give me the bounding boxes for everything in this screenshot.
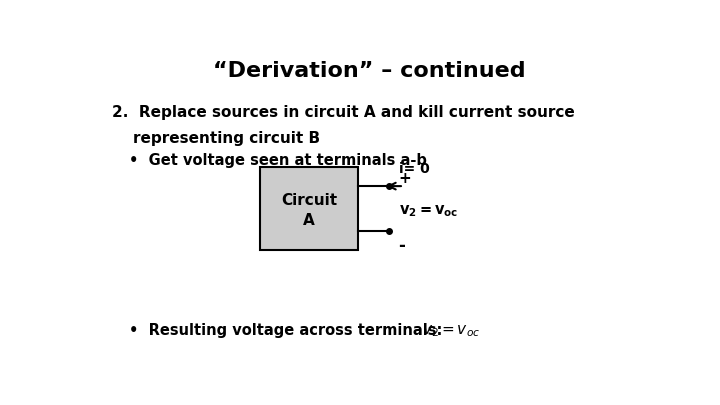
- Text: 2.  Replace sources in circuit A and kill current source: 2. Replace sources in circuit A and kill…: [112, 105, 575, 120]
- Text: Circuit: Circuit: [281, 193, 337, 208]
- Text: •  Resulting voltage across terminals:: • Resulting voltage across terminals:: [129, 323, 453, 338]
- Text: i= 0: i= 0: [399, 162, 429, 176]
- Text: “Derivation” – continued: “Derivation” – continued: [212, 61, 526, 81]
- Text: +: +: [399, 171, 411, 186]
- Text: $\mathbf{v_2 = v_{oc}}$: $\mathbf{v_2 = v_{oc}}$: [399, 204, 458, 220]
- Bar: [260, 167, 358, 250]
- Text: •  Get voltage seen at terminals a-b: • Get voltage seen at terminals a-b: [129, 153, 427, 168]
- Text: A: A: [303, 213, 315, 228]
- Text: -: -: [399, 237, 405, 255]
- Text: representing circuit B: representing circuit B: [112, 131, 320, 146]
- Text: $\mathit{v}_\mathit{2} = \mathit{v}_{\mathit{oc}}$: $\mathit{v}_\mathit{2} = \mathit{v}_{\ma…: [422, 323, 480, 339]
